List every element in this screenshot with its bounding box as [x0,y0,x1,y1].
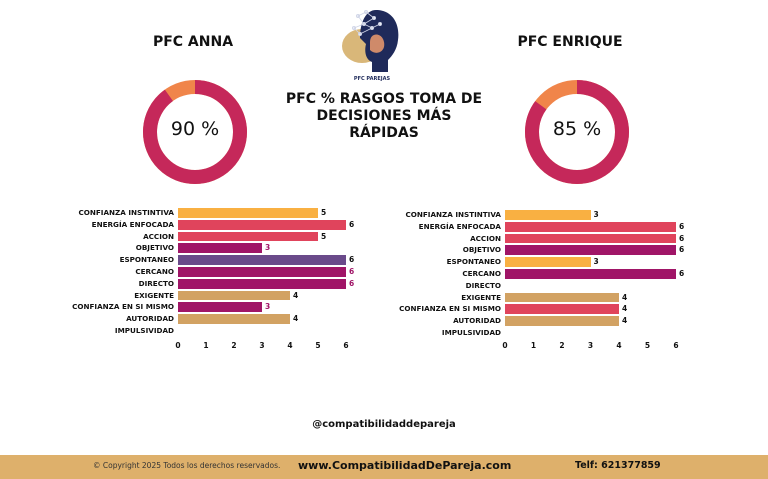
right-category-label: CONFIANZA EN SI MISMO [399,304,501,314]
left-value-label: 6 [349,267,355,276]
left-category-label: ESPONTANEO [119,255,174,265]
footer-bar: © Copyright 2025 Todos los derechos rese… [0,455,768,479]
right-x-tick-label: 3 [587,341,594,350]
right-percent-label: 85 % [552,118,602,140]
left-value-label: 4 [293,314,299,324]
left-bar [178,314,290,324]
main-title: PFC % RASGOS TOMA DE DECISIONES MÁS RÁPI… [285,91,483,141]
left-x-tick-label: 3 [259,341,265,350]
right-value-label: 4 [622,292,628,302]
left-x-tick-label: 5 [315,341,321,350]
phone-text: Telf: 621377859 [575,460,661,471]
right-x-tick-label: 6 [673,341,679,350]
right-category-label: OBJETIVO [462,245,501,255]
right-value-label: 6 [679,245,685,255]
left-value-label: 5 [321,208,327,217]
left-bar [178,231,318,242]
left-bar [178,290,290,301]
left-x-tick-label: 1 [203,341,209,350]
right-x-tick-label: 1 [530,341,537,350]
left-bar [178,219,346,230]
left-category-label: DIRECTO [138,278,174,288]
copyright-text: © Copyright 2025 Todos los derechos rese… [93,461,281,470]
left-percent-label: 90 % [170,118,220,140]
right-category-label: CONFIANZA INSTINTIVA [405,210,501,219]
right-category-label: ACCION [470,233,501,243]
left-bar [178,302,262,313]
right-bar [505,210,591,220]
right-category-label: IMPULSIVIDAD [441,328,501,337]
left-category-label: EXIGENTE [134,290,174,300]
right-bar [505,245,676,256]
right-bar [505,316,619,326]
right-value-label: 4 [622,304,628,314]
right-bar [505,221,676,232]
left-value-label: 4 [293,290,299,300]
left-value-label: 6 [349,255,355,265]
left-bar [178,267,346,277]
left-value-label: 3 [265,243,271,253]
left-category-label: IMPULSIVIDAD [114,326,174,335]
right-category-label: ESPONTANEO [446,257,501,267]
left-category-label: CONFIANZA INSTINTIVA [78,208,174,217]
left-bar [178,278,346,289]
right-x-tick-label: 4 [616,341,622,350]
left-value-label: 5 [321,231,327,241]
right-value-label: 6 [679,233,685,243]
left-x-tick-label: 2 [231,341,237,350]
left-category-label: OBJETIVO [135,243,174,253]
left-category-label: CERCANO [135,267,174,276]
right-donut: 85 % [524,79,630,185]
right-bar [505,269,676,279]
left-donut: 90 % [142,79,248,185]
left-x-tick-label: 6 [343,341,349,350]
left-bar [178,255,346,265]
left-category-label: ENERGÍA ENFOCADA [91,219,174,229]
right-bar [505,304,619,315]
right-bar [505,257,591,267]
left-value-label: 6 [349,278,355,288]
left-person-title: PFC ANNA [152,34,234,50]
left-category-label: AUTORIDAD [126,314,174,324]
right-bar [505,292,619,303]
right-category-label: AUTORIDAD [453,316,501,326]
right-value-label: 6 [679,221,685,231]
left-bar [178,208,318,218]
left-value-label: 3 [265,302,271,312]
right-value-label: 6 [679,269,685,278]
right-x-tick-label: 0 [502,341,508,350]
right-category-label: CERCANO [462,269,501,278]
right-category-label: DIRECTO [465,280,501,290]
left-x-tick-label: 4 [287,341,293,350]
left-bar [178,243,262,254]
brain-head-icon [342,10,399,72]
left-category-label: CONFIANZA EN SI MISMO [72,302,174,312]
social-handle: @compatibilidaddepareja [312,419,456,430]
right-category-label: EXIGENTE [461,292,501,302]
left-value-label: 6 [349,219,355,229]
left-category-label: ACCION [143,231,174,241]
right-value-label: 3 [593,257,599,267]
right-bar [505,233,676,244]
logo-caption: PFC PAREJAS [353,76,391,82]
left-x-tick-label: 0 [175,341,181,350]
right-person-title: PFC ENRIQUE [517,34,623,50]
logo: PFC PAREJAS [336,4,408,84]
website-link[interactable]: www.CompatibilidadDePareja.com [298,459,512,472]
right-value-label: 4 [622,316,628,326]
right-category-label: ENERGÍA ENFOCADA [418,221,501,231]
right-value-label: 3 [593,210,599,219]
right-x-tick-label: 2 [559,341,565,350]
right-x-tick-label: 5 [644,341,651,350]
